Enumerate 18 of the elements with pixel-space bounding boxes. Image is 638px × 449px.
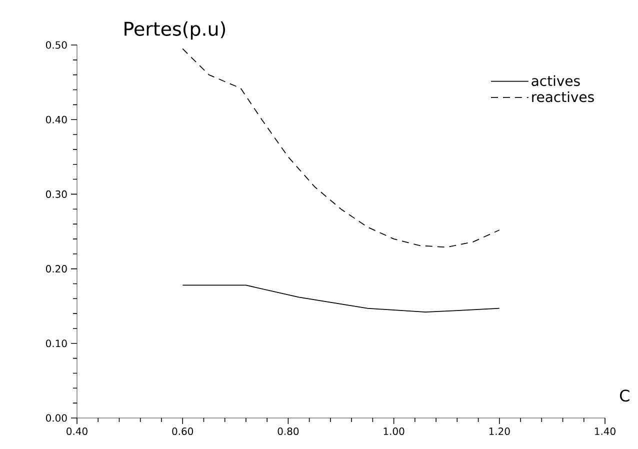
- y-tick-label: 0.40: [46, 116, 67, 124]
- x-tick-label: 0.40: [66, 427, 88, 436]
- line-series: [182, 284, 500, 313]
- x-tick-label: 1.20: [489, 427, 510, 436]
- x-tick-label: 0.80: [278, 427, 299, 436]
- legend-label: actives: [532, 75, 580, 86]
- x-axis-title: C: [620, 390, 630, 402]
- y-tick-label: 0.10: [46, 340, 67, 348]
- legend-label: reactives: [532, 91, 594, 102]
- x-tick-label: 1.40: [595, 427, 616, 436]
- y-tick-label: 0.20: [46, 265, 67, 273]
- line-series: [182, 48, 500, 248]
- y-tick-label: 0.50: [46, 41, 67, 49]
- chart-title: Pertes(p.u): [124, 21, 226, 40]
- x-tick-label: 1.00: [384, 427, 404, 436]
- x-tick-label: 0.60: [172, 427, 194, 436]
- y-tick-label: 0.30: [46, 190, 67, 198]
- y-tick-label: 0.00: [46, 414, 67, 422]
